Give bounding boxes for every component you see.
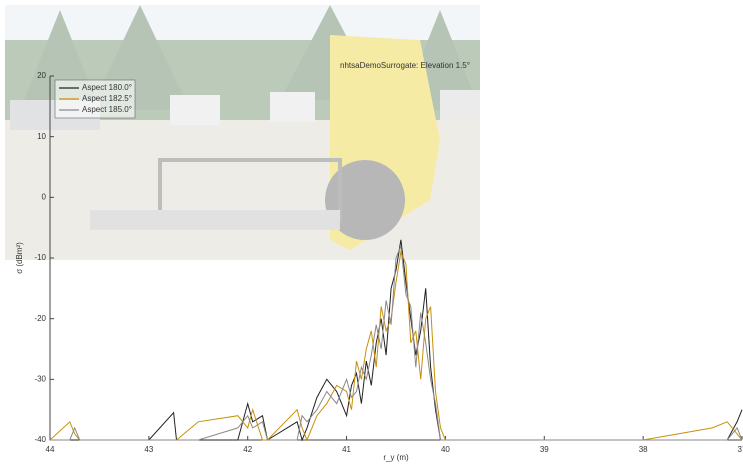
x-tick-label: 41 bbox=[342, 445, 351, 454]
y-tick-label: -40 bbox=[34, 435, 46, 444]
legend-label: Aspect 182.5° bbox=[82, 94, 132, 103]
background-photo bbox=[5, 5, 480, 260]
series-line bbox=[50, 239, 743, 442]
y-tick-label: -20 bbox=[34, 314, 46, 323]
y-tick-label: 10 bbox=[37, 132, 46, 141]
x-tick-label: 37 bbox=[738, 445, 743, 454]
y-tick-label: 0 bbox=[42, 192, 47, 201]
x-tick-label: 40 bbox=[441, 445, 450, 454]
chart-title: nhtsaDemoSurrogate: Elevation 1.5° bbox=[340, 61, 470, 70]
legend-label: Aspect 185.0° bbox=[82, 105, 132, 114]
x-tick-label: 38 bbox=[639, 445, 648, 454]
y-tick-label: 20 bbox=[37, 71, 46, 80]
series-line bbox=[49, 250, 743, 442]
x-axis-label: r_y (m) bbox=[383, 453, 409, 462]
y-tick-label: -10 bbox=[34, 253, 46, 262]
x-tick-label: 42 bbox=[243, 445, 252, 454]
x-tick-label: 43 bbox=[144, 445, 153, 454]
x-tick-label: 39 bbox=[540, 445, 549, 454]
x-tick-label: 44 bbox=[46, 445, 55, 454]
y-tick-label: -30 bbox=[34, 374, 46, 383]
legend: Aspect 180.0° Aspect 182.5° Aspect 185.0° bbox=[54, 79, 136, 119]
y-axis-label: σ (dBm²) bbox=[15, 242, 24, 274]
legend-label: Aspect 180.0° bbox=[82, 83, 132, 92]
series-line bbox=[50, 245, 743, 441]
